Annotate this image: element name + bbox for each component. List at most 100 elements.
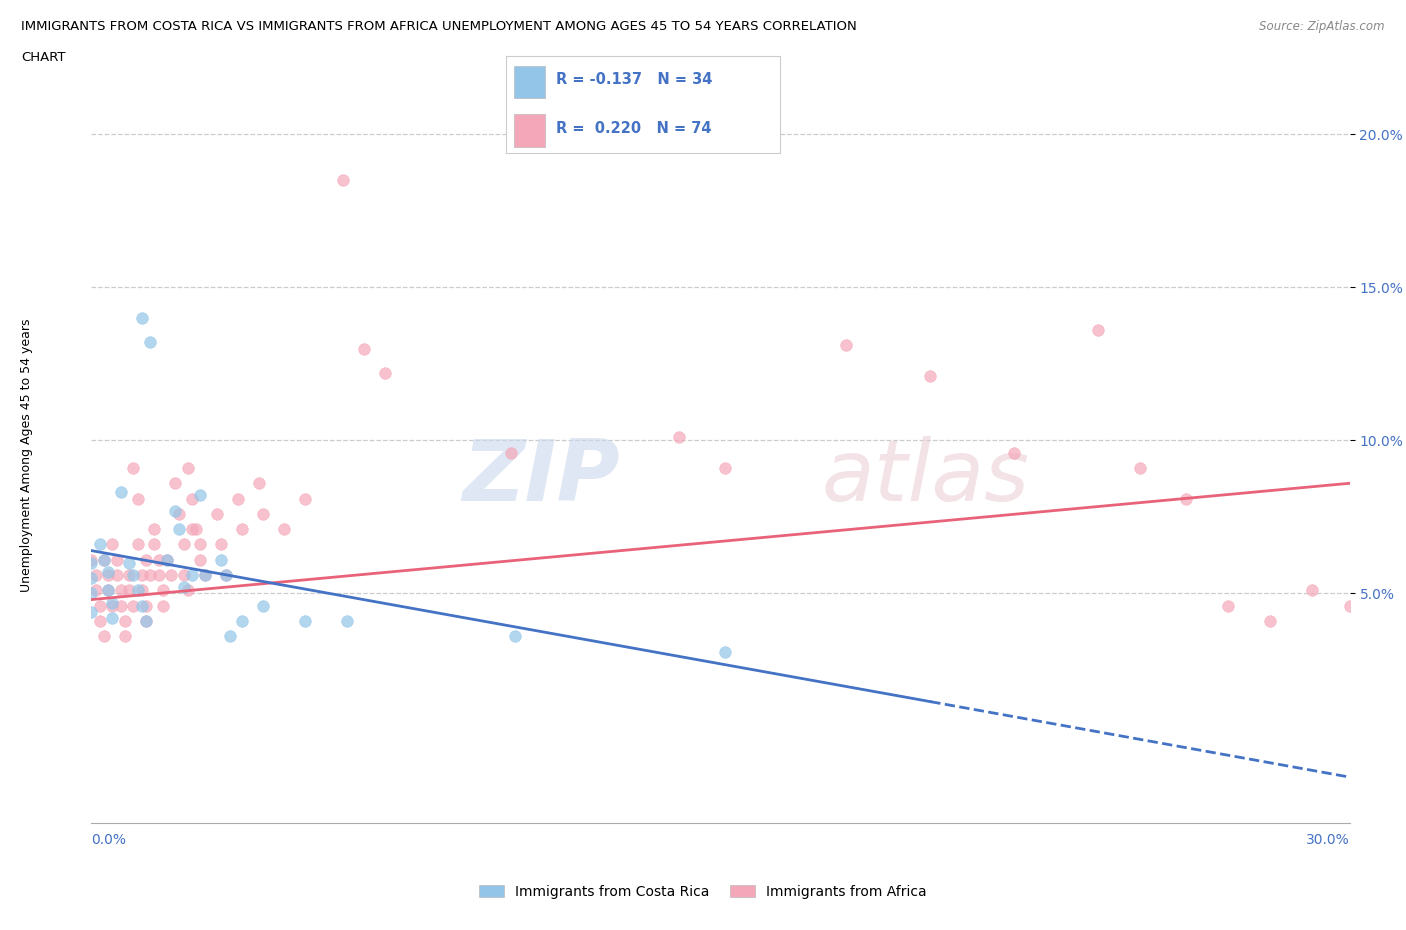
Point (122, 567, 145, 582)
Point (294, 491, 316, 506)
Point (97, 565, 120, 579)
Point (148, 552, 170, 567)
Point (80, 555, 103, 570)
Point (1339, 598, 1361, 613)
Point (93, 552, 115, 567)
Point (252, 507, 274, 522)
Legend: Immigrants from Costa Rica, Immigrants from Africa: Immigrants from Costa Rica, Immigrants f… (474, 880, 932, 905)
Point (374, 365, 396, 380)
Text: atlas: atlas (821, 436, 1029, 519)
Point (80, 552, 103, 567)
Text: IMMIGRANTS FROM COSTA RICA VS IMMIGRANTS FROM AFRICA UNEMPLOYMENT AMONG AGES 45 : IMMIGRANTS FROM COSTA RICA VS IMMIGRANTS… (21, 20, 856, 33)
Point (252, 598, 274, 613)
Point (110, 598, 132, 613)
Text: ZIP: ZIP (463, 436, 620, 519)
Point (89, 537, 111, 551)
Point (218, 629, 240, 644)
Point (105, 552, 128, 567)
Point (190, 552, 212, 567)
Point (80, 571, 103, 586)
Point (209, 537, 232, 551)
Point (165, 476, 187, 491)
Point (186, 522, 208, 537)
Point (173, 567, 195, 582)
Point (668, 430, 690, 445)
Text: R = -0.137   N = 34: R = -0.137 N = 34 (555, 72, 711, 86)
Point (127, 491, 149, 506)
Point (118, 555, 141, 570)
Point (190, 488, 212, 503)
Point (135, 614, 157, 629)
Point (84, 567, 107, 582)
Point (713, 644, 735, 659)
Point (127, 583, 149, 598)
Point (110, 485, 132, 500)
Point (93, 552, 115, 567)
Point (1087, 323, 1109, 338)
Point (114, 614, 136, 629)
Point (122, 598, 145, 613)
Point (84, 583, 107, 598)
Point (920, 368, 942, 383)
Point (231, 522, 253, 537)
Point (118, 583, 141, 598)
Point (169, 507, 191, 522)
Point (1129, 460, 1152, 475)
Point (143, 522, 166, 537)
Point (165, 503, 187, 518)
Point (181, 491, 204, 506)
Point (152, 598, 174, 613)
Point (101, 598, 124, 613)
Point (177, 460, 200, 475)
Point (713, 460, 735, 475)
Point (131, 598, 153, 613)
Point (135, 614, 157, 629)
Text: Source: ZipAtlas.com: Source: ZipAtlas.com (1260, 20, 1385, 33)
Point (214, 567, 236, 582)
Point (135, 552, 157, 567)
Point (226, 491, 249, 506)
Point (131, 311, 153, 325)
Point (169, 522, 191, 537)
Point (156, 552, 179, 567)
Point (93, 629, 115, 644)
Point (101, 537, 124, 551)
Point (173, 537, 195, 551)
Point (173, 580, 195, 595)
Point (148, 567, 170, 582)
Point (214, 567, 236, 582)
Point (503, 629, 526, 644)
Text: 30.0%: 30.0% (1306, 833, 1350, 847)
Point (80, 586, 103, 601)
Point (294, 614, 316, 629)
Point (139, 335, 162, 350)
Point (139, 567, 162, 582)
Point (97, 567, 120, 582)
Point (143, 537, 166, 551)
Point (332, 173, 354, 188)
Point (152, 583, 174, 598)
Point (101, 595, 124, 610)
Point (89, 598, 111, 613)
Point (209, 552, 232, 567)
Point (181, 522, 204, 537)
Text: CHART: CHART (21, 51, 66, 64)
Point (353, 341, 375, 356)
Point (273, 522, 295, 537)
Point (156, 552, 179, 567)
Point (131, 567, 153, 582)
Point (336, 614, 359, 629)
Y-axis label: Unemployment Among Ages 45 to 54 years: Unemployment Among Ages 45 to 54 years (20, 319, 34, 592)
Point (1216, 598, 1239, 613)
Point (1258, 614, 1281, 629)
Point (1175, 491, 1198, 506)
Point (131, 583, 153, 598)
Point (247, 476, 270, 491)
Point (190, 537, 212, 551)
Point (181, 567, 204, 582)
Point (194, 567, 217, 582)
Text: 0.0%: 0.0% (91, 833, 127, 847)
Point (110, 583, 132, 598)
Point (97, 583, 120, 598)
Point (135, 598, 157, 613)
